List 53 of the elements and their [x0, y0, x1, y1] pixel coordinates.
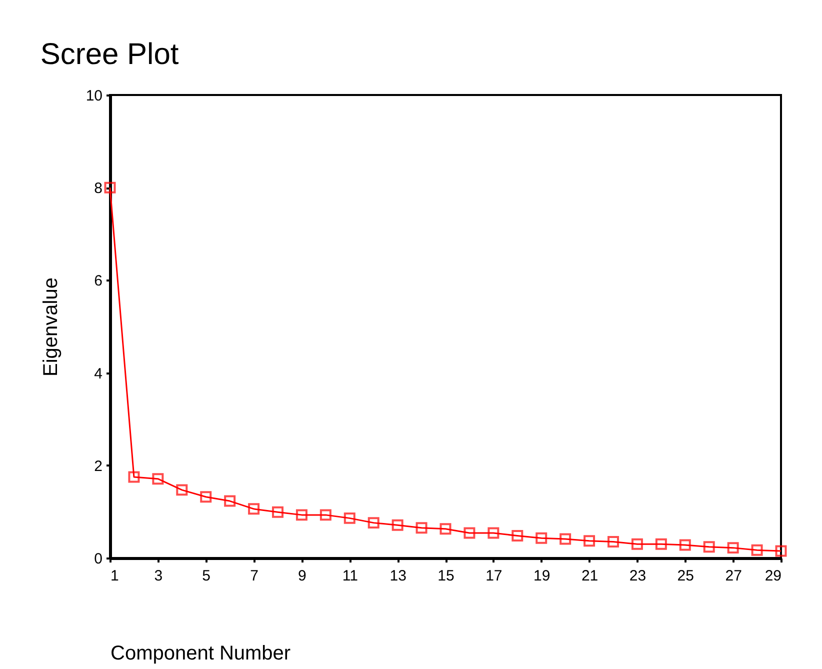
x-tick-label: 9 — [298, 568, 306, 584]
x-tick-label: 15 — [438, 568, 454, 584]
point — [584, 535, 596, 547]
point — [488, 527, 500, 539]
point — [751, 544, 763, 556]
point — [272, 506, 284, 518]
point — [560, 533, 572, 545]
x-tick-label: 23 — [629, 568, 646, 584]
x-tick-label: 25 — [677, 568, 694, 584]
y-tick-label: 4 — [94, 365, 102, 382]
point — [392, 519, 404, 531]
point — [512, 530, 524, 542]
point — [128, 471, 140, 483]
point — [296, 509, 308, 521]
point — [200, 491, 212, 503]
y-tick-label: 10 — [86, 88, 102, 104]
x-tick-label: 3 — [154, 568, 163, 584]
point — [440, 523, 452, 535]
x-tick-label: 19 — [534, 568, 550, 584]
point — [655, 538, 667, 550]
x-tick-label: 13 — [390, 568, 406, 584]
y-tick-label: 8 — [94, 180, 102, 198]
x-tick-label: 1 — [110, 568, 119, 584]
point — [416, 522, 428, 534]
point — [631, 538, 643, 550]
point — [152, 473, 164, 485]
point — [727, 542, 739, 554]
point — [775, 545, 787, 557]
y-tick-label: 0 — [94, 550, 102, 568]
x-tick-label: 27 — [725, 568, 742, 584]
y-tick-label: 6 — [94, 272, 102, 290]
chart-title: Scree Plot — [40, 38, 180, 71]
x-tick-label: 7 — [250, 568, 258, 584]
x-tick-label: 29 — [764, 568, 782, 584]
point — [464, 527, 476, 539]
point — [608, 536, 619, 548]
x-tick-label: 21 — [581, 568, 598, 584]
point — [224, 495, 236, 507]
point — [703, 541, 715, 553]
x-tick-label: 11 — [342, 568, 358, 584]
point — [368, 517, 380, 529]
point — [679, 539, 691, 551]
point — [248, 503, 260, 515]
x-tick-label: 5 — [202, 568, 211, 584]
point — [104, 182, 116, 194]
point — [344, 512, 356, 524]
point — [320, 509, 332, 521]
point — [536, 532, 548, 544]
y-axis-title: Eigenvalue — [40, 278, 62, 376]
x-tick-label: 17 — [486, 568, 502, 584]
point — [176, 484, 188, 496]
y-tick-label: 2 — [94, 458, 102, 475]
x-axis-title: Component Number — [110, 642, 291, 664]
